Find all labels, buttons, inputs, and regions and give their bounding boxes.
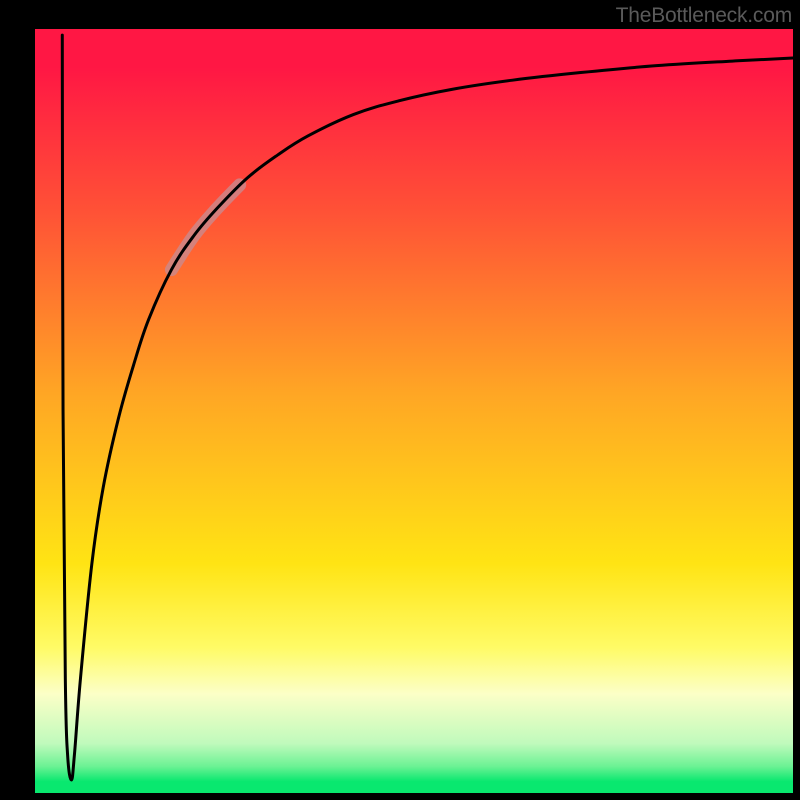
gradient-background — [35, 29, 793, 793]
bottleneck-chart — [0, 0, 800, 800]
